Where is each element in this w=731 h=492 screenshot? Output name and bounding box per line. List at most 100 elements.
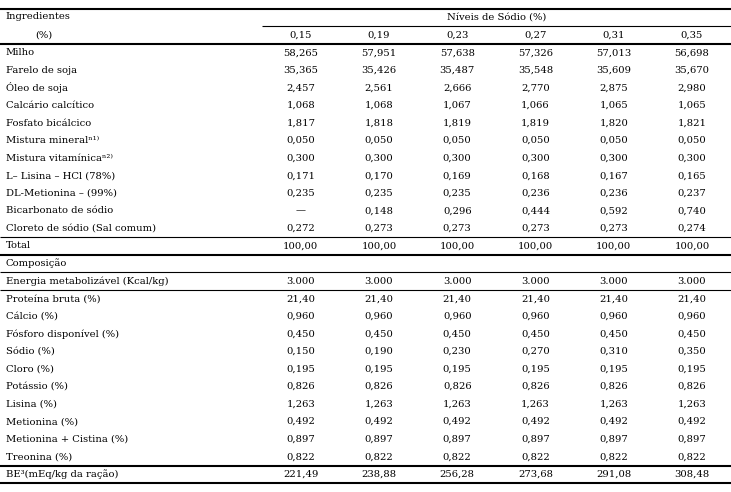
Text: 3.000: 3.000 bbox=[678, 277, 706, 286]
Text: 21,40: 21,40 bbox=[365, 294, 393, 303]
Text: 2,980: 2,980 bbox=[678, 84, 706, 92]
Text: Níveis de Sódio (%): Níveis de Sódio (%) bbox=[447, 12, 546, 21]
Text: Potássio (%): Potássio (%) bbox=[6, 382, 68, 391]
Text: 2,561: 2,561 bbox=[365, 84, 393, 92]
Text: 0,19: 0,19 bbox=[368, 31, 390, 40]
Text: 0,27: 0,27 bbox=[524, 31, 547, 40]
Text: 1,263: 1,263 bbox=[287, 400, 315, 408]
Text: 0,897: 0,897 bbox=[599, 435, 628, 444]
Text: 256,28: 256,28 bbox=[440, 470, 474, 479]
Text: 0,450: 0,450 bbox=[599, 329, 628, 338]
Text: 0,897: 0,897 bbox=[365, 435, 393, 444]
Text: 100,00: 100,00 bbox=[596, 242, 632, 250]
Text: 0,826: 0,826 bbox=[443, 382, 471, 391]
Text: 0,960: 0,960 bbox=[599, 312, 628, 321]
Text: 57,326: 57,326 bbox=[518, 48, 553, 57]
Text: 100,00: 100,00 bbox=[518, 242, 553, 250]
Text: 0,740: 0,740 bbox=[678, 206, 706, 215]
Text: 0,350: 0,350 bbox=[678, 347, 706, 356]
Text: 0,960: 0,960 bbox=[521, 312, 550, 321]
Text: 1,263: 1,263 bbox=[521, 400, 550, 408]
Text: 100,00: 100,00 bbox=[283, 242, 319, 250]
Text: 0,195: 0,195 bbox=[521, 365, 550, 373]
Text: 0,960: 0,960 bbox=[678, 312, 706, 321]
Text: 0,960: 0,960 bbox=[365, 312, 393, 321]
Text: 1,065: 1,065 bbox=[678, 101, 706, 110]
Text: 0,171: 0,171 bbox=[287, 171, 315, 180]
Text: 0,235: 0,235 bbox=[443, 189, 471, 198]
Text: 0,273: 0,273 bbox=[599, 224, 628, 233]
Text: L– Lisina – HCl (78%): L– Lisina – HCl (78%) bbox=[6, 171, 115, 180]
Text: 58,265: 58,265 bbox=[284, 48, 318, 57]
Text: 0,822: 0,822 bbox=[678, 452, 706, 461]
Text: 0,148: 0,148 bbox=[365, 206, 393, 215]
Text: 0,897: 0,897 bbox=[678, 435, 706, 444]
Text: 1,065: 1,065 bbox=[599, 101, 628, 110]
Text: 0,237: 0,237 bbox=[678, 189, 706, 198]
Text: Cálcio (%): Cálcio (%) bbox=[6, 312, 58, 321]
Text: 1,068: 1,068 bbox=[365, 101, 393, 110]
Text: 1,067: 1,067 bbox=[443, 101, 471, 110]
Text: 0,300: 0,300 bbox=[365, 154, 393, 163]
Text: 0,230: 0,230 bbox=[443, 347, 471, 356]
Text: 0,273: 0,273 bbox=[365, 224, 393, 233]
Text: 0,300: 0,300 bbox=[443, 154, 471, 163]
Text: Ingredientes: Ingredientes bbox=[6, 12, 71, 21]
Text: 0,450: 0,450 bbox=[443, 329, 471, 338]
Text: 1,819: 1,819 bbox=[443, 119, 471, 127]
Text: 308,48: 308,48 bbox=[674, 470, 710, 479]
Text: 0,960: 0,960 bbox=[443, 312, 471, 321]
Text: 0,897: 0,897 bbox=[287, 435, 315, 444]
Text: 0,235: 0,235 bbox=[287, 189, 315, 198]
Text: 0,050: 0,050 bbox=[287, 136, 315, 145]
Text: 0,592: 0,592 bbox=[599, 206, 628, 215]
Text: 0,822: 0,822 bbox=[443, 452, 471, 461]
Text: 0,273: 0,273 bbox=[521, 224, 550, 233]
Text: 0,270: 0,270 bbox=[521, 347, 550, 356]
Text: 0,822: 0,822 bbox=[365, 452, 393, 461]
Text: 0,300: 0,300 bbox=[521, 154, 550, 163]
Text: 0,15: 0,15 bbox=[289, 31, 312, 40]
Text: 0,23: 0,23 bbox=[446, 31, 469, 40]
Text: 1,263: 1,263 bbox=[599, 400, 628, 408]
Text: 0,195: 0,195 bbox=[365, 365, 393, 373]
Text: 0,897: 0,897 bbox=[521, 435, 550, 444]
Text: 0,492: 0,492 bbox=[287, 417, 315, 426]
Text: 100,00: 100,00 bbox=[674, 242, 710, 250]
Text: 0,195: 0,195 bbox=[678, 365, 706, 373]
Text: 2,457: 2,457 bbox=[287, 84, 315, 92]
Text: 0,235: 0,235 bbox=[365, 189, 393, 198]
Text: 1,821: 1,821 bbox=[678, 119, 706, 127]
Text: Fosfato bicálcico: Fosfato bicálcico bbox=[6, 119, 91, 127]
Text: 0,492: 0,492 bbox=[678, 417, 706, 426]
Text: Cloreto de sódio (Sal comum): Cloreto de sódio (Sal comum) bbox=[6, 224, 156, 233]
Text: 2,770: 2,770 bbox=[521, 84, 550, 92]
Text: 21,40: 21,40 bbox=[678, 294, 706, 303]
Text: Metionina + Cistina (%): Metionina + Cistina (%) bbox=[6, 435, 128, 444]
Text: 291,08: 291,08 bbox=[596, 470, 632, 479]
Text: 1,263: 1,263 bbox=[678, 400, 706, 408]
Text: 2,666: 2,666 bbox=[443, 84, 471, 92]
Text: 1,263: 1,263 bbox=[365, 400, 393, 408]
Text: 57,638: 57,638 bbox=[440, 48, 474, 57]
Text: 0,050: 0,050 bbox=[521, 136, 550, 145]
Text: 0,169: 0,169 bbox=[443, 171, 471, 180]
Text: 1,819: 1,819 bbox=[521, 119, 550, 127]
Text: Sódio (%): Sódio (%) bbox=[6, 347, 55, 356]
Text: —: — bbox=[296, 206, 306, 215]
Text: 0,236: 0,236 bbox=[599, 189, 628, 198]
Text: Calcário calcítico: Calcário calcítico bbox=[6, 101, 94, 110]
Text: 35,487: 35,487 bbox=[439, 66, 475, 75]
Text: Energia metabolizável (Kcal/kg): Energia metabolizável (Kcal/kg) bbox=[6, 277, 168, 286]
Text: 3.000: 3.000 bbox=[365, 277, 393, 286]
Text: 1,818: 1,818 bbox=[365, 119, 393, 127]
Text: Metionina (%): Metionina (%) bbox=[6, 417, 78, 426]
Text: BE³(mEq/kg da ração): BE³(mEq/kg da ração) bbox=[6, 469, 118, 479]
Text: 0,274: 0,274 bbox=[678, 224, 706, 233]
Text: 3.000: 3.000 bbox=[521, 277, 550, 286]
Text: Treonina (%): Treonina (%) bbox=[6, 452, 72, 461]
Text: 0,897: 0,897 bbox=[443, 435, 471, 444]
Text: 21,40: 21,40 bbox=[443, 294, 471, 303]
Text: 1,066: 1,066 bbox=[521, 101, 550, 110]
Text: Fósforo disponível (%): Fósforo disponível (%) bbox=[6, 329, 119, 338]
